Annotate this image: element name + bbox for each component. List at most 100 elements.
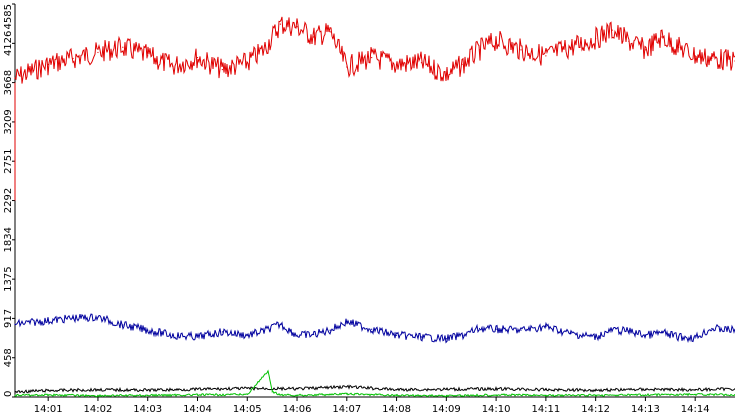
data-point xyxy=(221,68,223,71)
series-line-0 xyxy=(14,16,735,84)
data-point xyxy=(97,51,99,54)
y-tick-label: 1375 xyxy=(3,266,14,291)
data-point xyxy=(371,56,373,59)
data-point xyxy=(462,63,464,66)
data-point xyxy=(711,57,713,60)
data-point xyxy=(495,388,497,390)
x-tick-label: 14:05 xyxy=(233,404,262,415)
data-point xyxy=(97,316,99,318)
data-point xyxy=(495,394,497,396)
data-point xyxy=(97,389,99,391)
data-point xyxy=(296,26,298,28)
data-point xyxy=(611,29,613,31)
data-point xyxy=(545,326,547,328)
y-tick-label: 2292 xyxy=(3,188,14,213)
y-tick-label: 3209 xyxy=(3,109,14,134)
series-line-2 xyxy=(14,384,735,394)
data-point xyxy=(147,329,149,331)
data-point xyxy=(313,333,315,336)
data-point xyxy=(628,40,630,42)
data-point xyxy=(395,334,398,336)
y-tick-labels: 0 458 917 1375 1834 2292 2751 3209 3668 4126 4585 xyxy=(3,3,15,398)
data-point xyxy=(595,336,597,338)
data-point xyxy=(296,394,298,396)
data-point xyxy=(279,323,282,325)
x-tick-label: 14:14 xyxy=(681,404,710,415)
data-point xyxy=(595,38,597,40)
series-lines xyxy=(14,16,735,398)
data-point xyxy=(263,49,265,51)
data-point xyxy=(644,388,647,390)
data-point xyxy=(520,49,522,51)
data-point xyxy=(495,328,497,330)
data-point xyxy=(462,334,464,336)
data-point xyxy=(246,62,248,64)
series-line-1 xyxy=(14,313,735,344)
data-point xyxy=(371,328,373,330)
data-point xyxy=(545,394,547,396)
data-point xyxy=(97,395,99,397)
data-point xyxy=(14,394,16,396)
data-point xyxy=(329,329,331,331)
data-point xyxy=(196,56,199,59)
data-point xyxy=(246,387,248,390)
data-point xyxy=(147,55,149,57)
data-point xyxy=(246,334,248,336)
data-point xyxy=(395,394,398,396)
x-tick-label: 14:04 xyxy=(183,404,212,415)
data-point xyxy=(711,327,713,330)
data-point xyxy=(47,389,49,392)
x-tick-labels: 14:01 14:02 14:03 14:04 14:05 14:06 14:07 14:08… xyxy=(34,397,710,415)
data-point xyxy=(346,320,348,323)
x-tick-label: 14:07 xyxy=(332,404,361,415)
data-point xyxy=(47,394,49,396)
data-point xyxy=(196,336,199,338)
y-tick-label: 1834 xyxy=(3,227,14,252)
y-tick-label: 4585 xyxy=(3,4,14,29)
data-point xyxy=(694,389,696,391)
data-point xyxy=(346,393,348,395)
data-point xyxy=(296,334,298,336)
y-tick-label: 0 xyxy=(3,391,14,397)
data-point xyxy=(661,36,663,38)
data-point xyxy=(221,331,223,333)
data-point xyxy=(271,391,273,393)
data-point xyxy=(478,327,481,330)
series-line-3 xyxy=(15,369,735,398)
data-point xyxy=(595,389,597,391)
data-point xyxy=(47,63,49,66)
data-point xyxy=(694,55,696,57)
x-tick-label: 14:12 xyxy=(581,404,610,415)
data-point xyxy=(14,77,16,79)
y-tick-label: 4126 xyxy=(3,31,14,56)
data-point xyxy=(246,393,248,396)
data-point xyxy=(694,393,696,396)
data-point xyxy=(545,389,547,391)
x-tick-label: 14:10 xyxy=(482,404,511,415)
data-point xyxy=(445,388,447,390)
x-tick-label: 14:09 xyxy=(432,404,461,415)
data-point xyxy=(296,388,298,390)
data-point xyxy=(196,394,199,396)
data-point xyxy=(279,23,282,25)
data-point xyxy=(329,31,331,33)
x-tick-label: 14:11 xyxy=(531,404,560,415)
data-point xyxy=(420,336,423,338)
data-point xyxy=(147,394,149,396)
data-point xyxy=(122,46,124,48)
data-point xyxy=(478,49,481,51)
data-point xyxy=(346,386,348,388)
data-point xyxy=(14,391,16,393)
data-point xyxy=(313,36,315,38)
data-point xyxy=(611,329,613,331)
x-tick-label: 14:02 xyxy=(84,404,113,415)
data-point xyxy=(595,394,597,396)
data-point xyxy=(644,334,647,336)
data-point xyxy=(122,324,124,326)
data-point xyxy=(495,39,497,42)
data-point xyxy=(72,57,74,60)
data-point xyxy=(196,388,199,390)
data-point xyxy=(445,74,447,76)
data-point xyxy=(520,329,522,331)
